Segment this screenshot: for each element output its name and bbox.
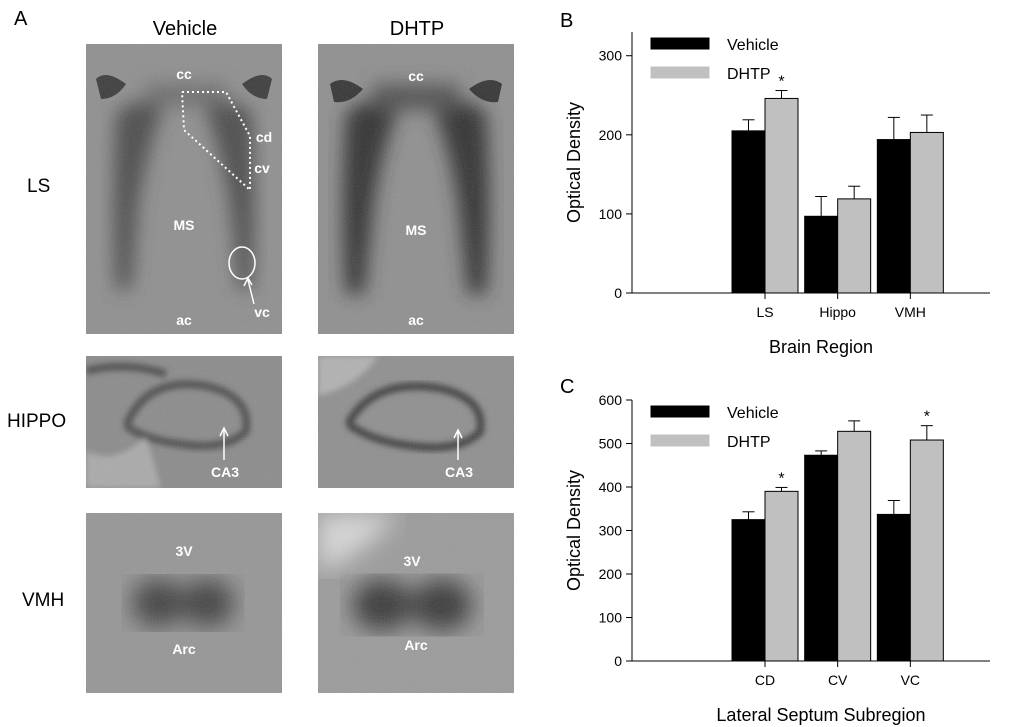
label-ca3: CA3	[210, 464, 240, 480]
micrograph-vmh-dhtp: 3V Arc	[318, 513, 514, 693]
legend-swatch-dhtp	[650, 66, 710, 79]
y-tick-label: 500	[599, 436, 623, 452]
label-cc-dhtp: cc	[408, 68, 424, 84]
label-ac-dhtp: ac	[408, 312, 424, 328]
micrograph-ls-vehicle: cc cd cv MS ac vc	[86, 44, 282, 334]
ls-dhtp-image	[318, 44, 514, 334]
row-label-ls: LS	[27, 176, 51, 197]
y-tick-label: 600	[599, 392, 623, 408]
y-tick-label: 300	[599, 523, 623, 539]
label-cc: cc	[176, 66, 192, 82]
row-label-vmh: VMH	[22, 590, 65, 611]
panel-c-letter: C	[560, 376, 575, 398]
label-arc: Arc	[172, 641, 196, 657]
significance-marker: *	[924, 409, 930, 426]
legend-label-dhtp: DHTP	[727, 434, 771, 451]
ls-vehicle-image	[86, 44, 282, 334]
hippo-dhtp-image	[318, 356, 514, 488]
label-ca3-dhtp: CA3	[444, 464, 474, 480]
vmh-dhtp-image	[318, 513, 514, 693]
y-tick-label: 100	[599, 610, 623, 626]
panel-b-letter: B	[560, 10, 574, 32]
label-ms: MS	[173, 217, 195, 233]
x-tick-label: CD	[755, 672, 775, 688]
panel-a-letter: A	[14, 8, 28, 30]
bar-vehicle-cd	[731, 519, 766, 662]
x-axis-label: Lateral Septum Subregion	[716, 705, 925, 725]
row-label-hippo: HIPPO	[7, 411, 67, 432]
micrograph-hippo-vehicle: CA3	[86, 356, 282, 488]
y-tick-label: 0	[614, 285, 622, 301]
micrograph-vmh-vehicle: 3V Arc	[86, 513, 282, 693]
y-tick-label: 300	[599, 48, 623, 64]
micrograph-ls-dhtp: cc MS ac	[318, 44, 514, 334]
y-tick-label: 200	[599, 566, 623, 582]
bar-dhtp-vc	[909, 439, 944, 662]
label-vc: vc	[254, 304, 270, 320]
x-axis-label: Brain Region	[769, 337, 873, 357]
legend-swatch-vehicle	[650, 37, 710, 50]
bar-vehicle-vc	[876, 513, 911, 662]
label-cd: cd	[255, 129, 273, 145]
label-3v-dhtp: 3V	[403, 553, 421, 569]
bar-vehicle-cv	[804, 454, 839, 662]
column-title-dhtp: DHTP	[389, 18, 445, 40]
bar-chart-brain-region: 0 100 200 300 Optical Density * LS Hippo VMH Brai…	[564, 32, 990, 357]
bar-dhtp-hippo	[837, 198, 872, 294]
bar-dhtp-vmh	[909, 131, 944, 294]
bar-dhtp-cd	[764, 490, 799, 662]
label-3v: 3V	[175, 543, 193, 559]
y-tick-label: 0	[614, 653, 622, 669]
x-tick-label: CV	[828, 672, 848, 688]
significance-marker: *	[778, 74, 784, 91]
bar-vehicle-ls	[731, 130, 766, 294]
significance-marker: *	[778, 470, 784, 487]
legend-label-vehicle: Vehicle	[727, 37, 779, 54]
x-tick-label: VC	[901, 672, 920, 688]
bar-dhtp-ls	[764, 97, 799, 294]
x-tick-label: Hippo	[819, 304, 856, 320]
legend-label-vehicle: Vehicle	[727, 405, 779, 422]
bar-chart-septum-subregion: 0 100 200 300 400 500 600 Optical Density * CD CV *…	[564, 392, 990, 725]
y-tick-label: 400	[599, 479, 623, 495]
label-arc-dhtp: Arc	[404, 637, 428, 653]
x-tick-label: LS	[756, 304, 773, 320]
bar-dhtp-cv	[837, 430, 872, 662]
y-tick-label: 100	[599, 206, 623, 222]
vmh-vehicle-image	[86, 513, 282, 693]
y-axis-label: Optical Density	[564, 102, 584, 223]
bar-vehicle-hippo	[804, 215, 839, 294]
label-cv: cv	[254, 160, 270, 176]
micrograph-hippo-dhtp: CA3	[318, 356, 514, 488]
hippo-vehicle-image	[86, 356, 282, 488]
label-ms-dhtp: MS	[405, 222, 427, 238]
y-axis-label: Optical Density	[564, 470, 584, 591]
bar-vehicle-vmh	[876, 139, 911, 294]
legend-label-dhtp: DHTP	[727, 66, 771, 83]
legend-swatch-dhtp	[650, 434, 710, 447]
label-ac: ac	[176, 312, 192, 328]
column-title-vehicle: Vehicle	[152, 18, 218, 40]
legend-swatch-vehicle	[650, 405, 710, 418]
x-tick-label: VMH	[895, 304, 926, 320]
y-tick-label: 200	[599, 127, 623, 143]
